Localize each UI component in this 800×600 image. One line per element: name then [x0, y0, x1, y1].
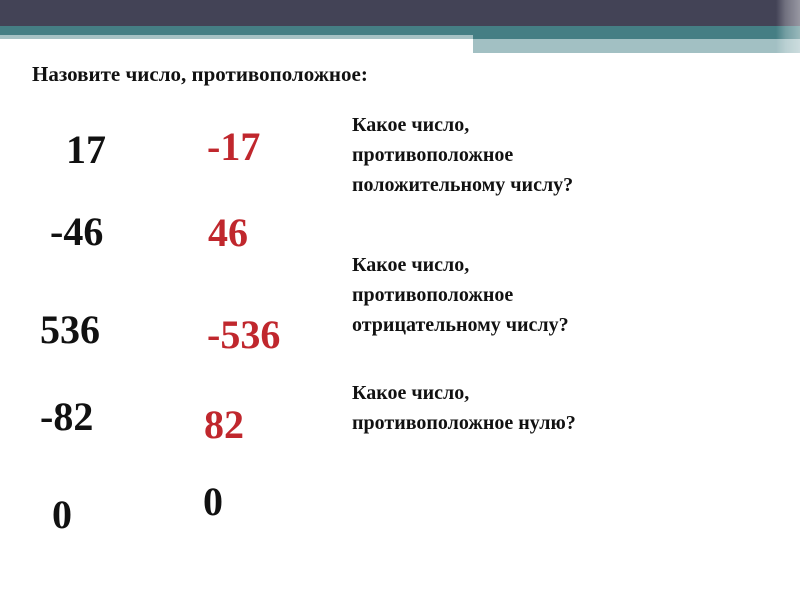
- question-positive: Какое число, противоположное положительн…: [352, 110, 573, 200]
- number-5: 0: [52, 492, 72, 537]
- opposite-1: -17: [207, 124, 261, 169]
- question-negative: Какое число, противоположное отрицательн…: [352, 250, 569, 340]
- header-bar-teal: [0, 26, 800, 36]
- header-bar-light-left: [0, 35, 473, 39]
- opposite-5: 0: [203, 479, 223, 524]
- number-3: 536: [40, 307, 100, 352]
- number-2: -46: [50, 209, 104, 254]
- header-stripes: [776, 0, 800, 53]
- header-bar-light: [473, 39, 800, 53]
- opposite-4: 82: [204, 402, 244, 447]
- number-4: -82: [40, 394, 94, 439]
- question-line: отрицательному числу?: [352, 314, 569, 336]
- question-line: положительному числу?: [352, 174, 574, 196]
- question-line: противоположное: [352, 144, 514, 166]
- question-line: Какое число,: [352, 382, 470, 404]
- number-1: 17: [66, 127, 106, 172]
- question-line: Какое число,: [352, 254, 470, 276]
- opposite-2: 46: [208, 210, 248, 255]
- opposite-3: -536: [207, 312, 281, 357]
- slide-title: Назовите число, противоположное:: [32, 62, 368, 86]
- header-bar-teal-right: [473, 26, 800, 39]
- question-line: Какое число,: [352, 114, 470, 136]
- question-line: противоположное: [352, 284, 514, 306]
- question-line: противоположное нулю?: [352, 412, 576, 434]
- question-zero: Какое число, противоположное нулю?: [352, 378, 576, 438]
- header-bar-dark: [0, 0, 800, 26]
